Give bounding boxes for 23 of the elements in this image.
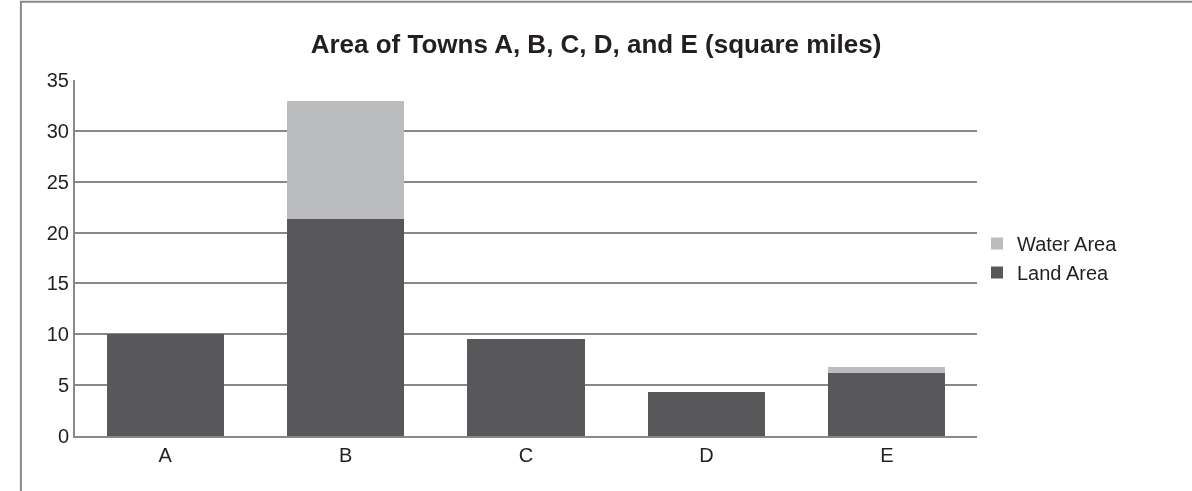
y-tick-label: 25 <box>46 170 69 193</box>
bar <box>828 372 946 436</box>
y-tick-label: 5 <box>57 374 69 397</box>
chart-title: Area of Towns A, B, C, D, and E (square miles) <box>310 28 882 59</box>
y-tick-label: 0 <box>57 425 69 447</box>
bar <box>828 366 946 373</box>
x-tick-label: E <box>880 444 894 466</box>
y-tick-label: 30 <box>46 119 69 142</box>
y-tick-label: 15 <box>46 272 69 295</box>
x-tick-label: A <box>158 444 173 466</box>
bar <box>106 334 224 436</box>
legend-label: Land Area <box>1017 262 1110 285</box>
y-tick-label: 20 <box>46 221 69 244</box>
x-tick-label: C <box>518 444 534 466</box>
bar <box>286 219 405 436</box>
bar <box>467 339 585 436</box>
bar <box>286 101 405 220</box>
x-tick-label: D <box>699 444 714 466</box>
y-tick-label: 35 <box>46 69 69 91</box>
bar <box>647 392 766 436</box>
y-tick-label: 10 <box>46 323 69 346</box>
legend-label: Water Area <box>1017 233 1118 256</box>
x-tick-label: B <box>338 444 353 466</box>
